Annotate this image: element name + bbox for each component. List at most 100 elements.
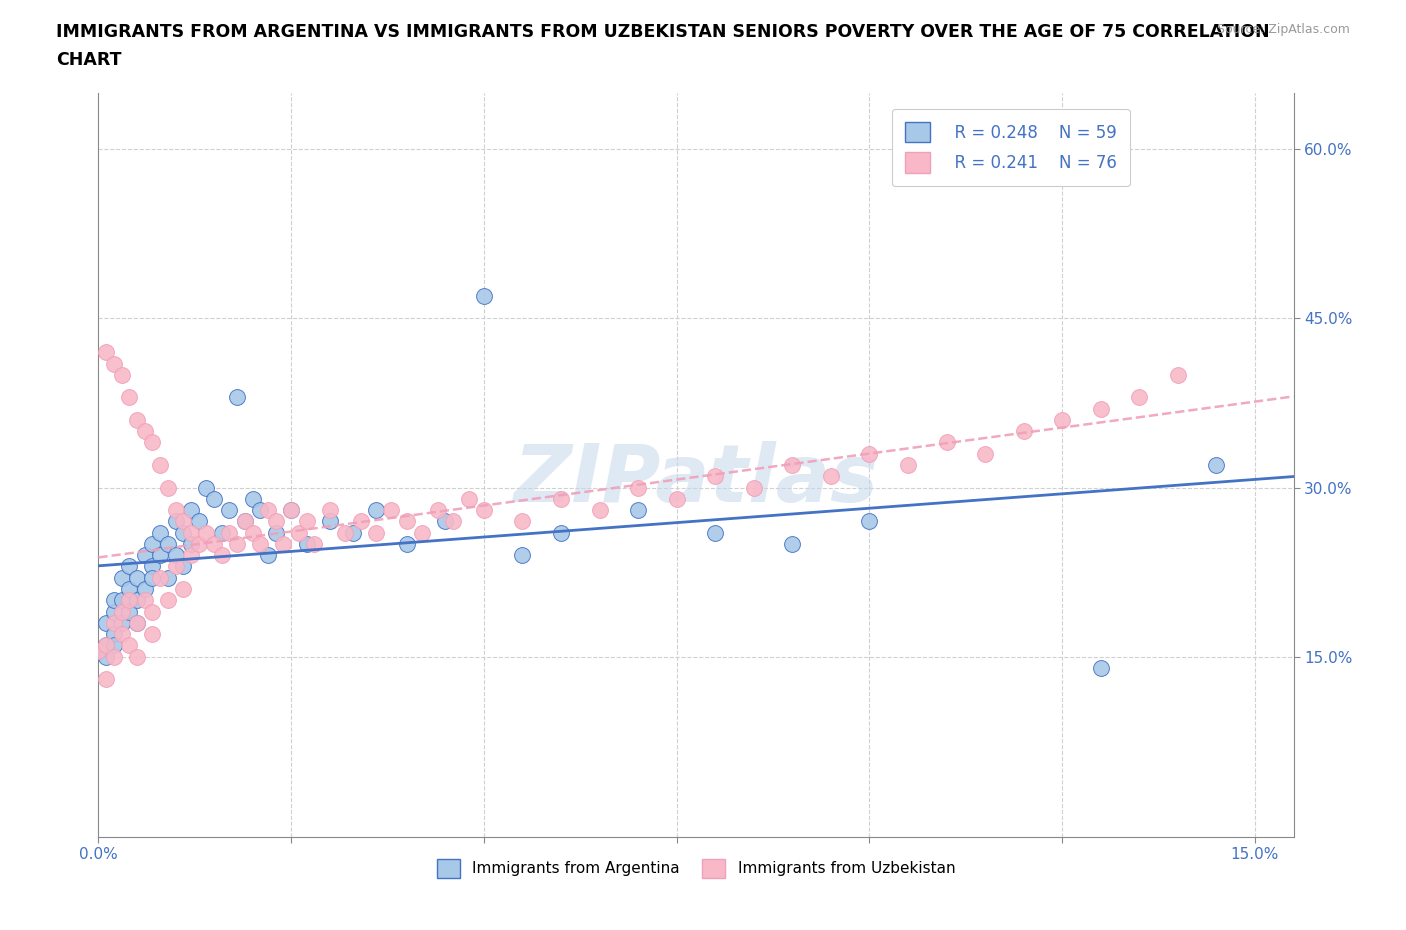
Point [110, 604, 132, 619]
Point [172, 514, 194, 529]
Point [319, 514, 342, 529]
Point [87, 644, 110, 658]
Point [134, 581, 156, 596]
Point [125, 649, 148, 664]
Point [349, 514, 371, 529]
Point [1205, 458, 1227, 472]
Point [118, 390, 141, 405]
Point [94, 638, 117, 653]
Point [1012, 424, 1035, 439]
Point [264, 525, 287, 540]
Point [94, 345, 117, 360]
Point [141, 435, 163, 450]
Point [472, 288, 495, 303]
Point [211, 525, 233, 540]
Point [172, 559, 194, 574]
Point [87, 644, 110, 658]
Point [280, 502, 302, 517]
Point [187, 537, 209, 551]
Point [288, 525, 311, 540]
Point [110, 367, 132, 382]
Point [441, 514, 464, 529]
Point [380, 502, 402, 517]
Point [897, 458, 920, 472]
Point [118, 604, 141, 619]
Point [249, 502, 271, 517]
Point [118, 559, 141, 574]
Point [94, 671, 117, 686]
Point [434, 514, 457, 529]
Point [226, 390, 249, 405]
Point [125, 570, 148, 585]
Point [134, 424, 156, 439]
Point [165, 548, 187, 563]
Point [627, 502, 650, 517]
Point [1090, 401, 1112, 416]
Point [103, 604, 125, 619]
Point [156, 592, 179, 607]
Point [742, 480, 765, 495]
Point [103, 649, 125, 664]
Point [110, 570, 132, 585]
Point [180, 537, 202, 551]
Point [1050, 413, 1073, 428]
Point [141, 537, 163, 551]
Point [180, 502, 202, 517]
Point [187, 514, 209, 529]
Point [782, 537, 804, 551]
Point [233, 514, 256, 529]
Point [411, 525, 433, 540]
Text: CHART: CHART [56, 51, 122, 69]
Point [125, 616, 148, 631]
Point [172, 581, 194, 596]
Point [782, 458, 804, 472]
Point [149, 570, 172, 585]
Point [974, 446, 997, 461]
Text: ZIPatlas: ZIPatlas [513, 441, 879, 519]
Point [280, 502, 302, 517]
Point [704, 469, 727, 484]
Point [665, 491, 688, 506]
Point [156, 537, 179, 551]
Point [249, 537, 271, 551]
Point [211, 548, 233, 563]
Text: IMMIGRANTS FROM ARGENTINA VS IMMIGRANTS FROM UZBEKISTAN SENIORS POVERTY OVER THE: IMMIGRANTS FROM ARGENTINA VS IMMIGRANTS … [56, 23, 1270, 41]
Point [333, 525, 356, 540]
Point [273, 537, 295, 551]
Point [342, 525, 364, 540]
Point [233, 514, 256, 529]
Point [319, 502, 342, 517]
Point [103, 356, 125, 371]
Point [172, 525, 194, 540]
Point [149, 548, 172, 563]
Point [180, 548, 202, 563]
Point [125, 413, 148, 428]
Point [165, 514, 187, 529]
Point [512, 548, 534, 563]
Point [257, 548, 280, 563]
Point [156, 480, 179, 495]
Point [125, 592, 148, 607]
Point [134, 592, 156, 607]
Point [257, 502, 280, 517]
Point [264, 514, 287, 529]
Point [304, 537, 326, 551]
Point [180, 525, 202, 540]
Point [110, 616, 132, 631]
Point [395, 514, 418, 529]
Point [141, 559, 163, 574]
Point [426, 502, 449, 517]
Point [550, 525, 572, 540]
Point [118, 581, 141, 596]
Point [202, 491, 225, 506]
Point [134, 548, 156, 563]
Point [141, 604, 163, 619]
Point [218, 525, 240, 540]
Point [103, 638, 125, 653]
Point [395, 537, 418, 551]
Point [935, 435, 957, 450]
Point [226, 537, 249, 551]
Text: Source: ZipAtlas.com: Source: ZipAtlas.com [1216, 23, 1350, 36]
Point [1128, 390, 1150, 405]
Point [364, 502, 387, 517]
